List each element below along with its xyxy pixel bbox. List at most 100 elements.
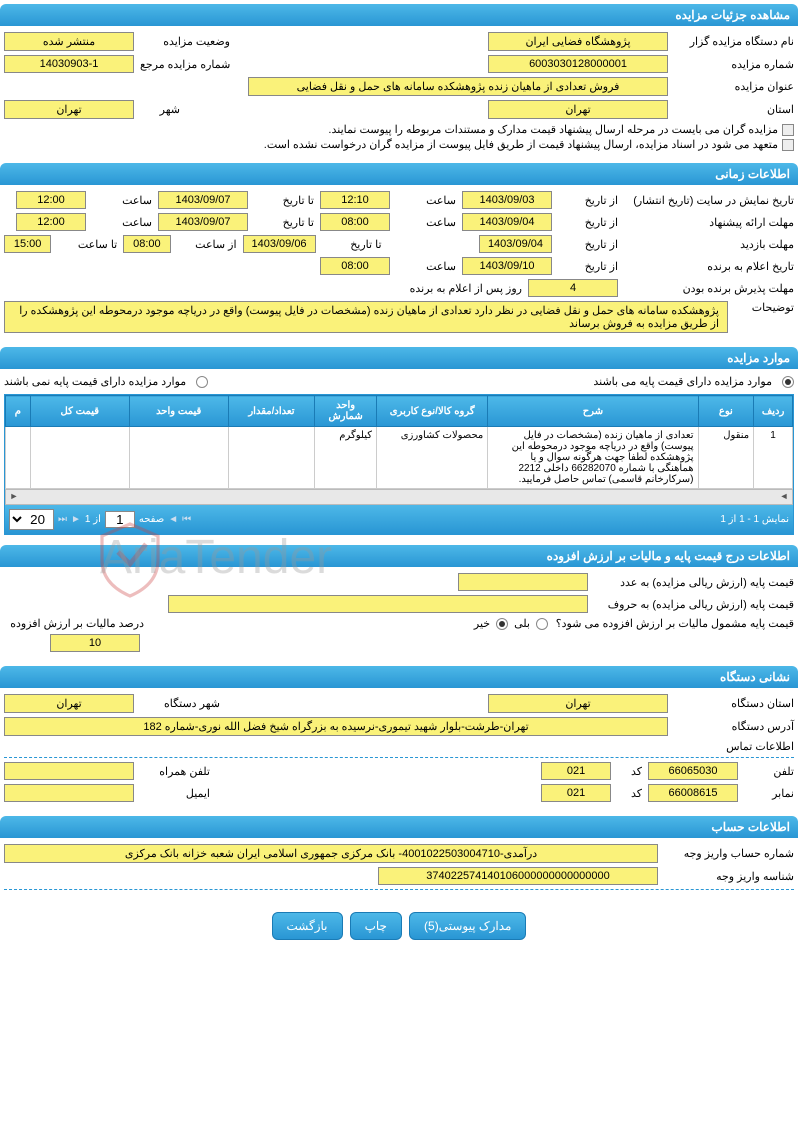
fax-value: 66008615 [648, 784, 738, 802]
pager-page-label: صفحه [139, 514, 164, 525]
section-price-header: اطلاعات درج قیمت پایه و مالیات بر ارزش ا… [0, 545, 798, 567]
publish-from: 1403/09/03 [462, 191, 552, 209]
announce-from: 1403/09/10 [462, 257, 552, 275]
announce-label: تاریخ اعلام به برنده [624, 260, 794, 273]
visit-from-time: 08:00 [123, 235, 170, 253]
section-account-header: اطلاعات حساب [0, 816, 798, 838]
acc-label: شماره حساب واریز وجه [664, 847, 794, 860]
from-label-3: از تاریخ [558, 238, 618, 251]
section-details-body: نام دستگاه مزایده گزار پژوهشگاه فضایی ای… [0, 26, 798, 159]
radio-has-label: موارد مزایده دارای قیمت پایه می باشند [593, 375, 772, 388]
check1-box[interactable] [782, 124, 794, 136]
code-label-2: کد [617, 787, 642, 800]
items-table-container: ردیف نوع شرح گروه کالا/نوع کاربری واحد ش… [4, 394, 794, 535]
winner-accept-suffix: روز پس از اعلام به برنده [410, 282, 522, 295]
scroll-right-icon[interactable]: ► [8, 491, 20, 503]
col-group: گروه کالا/نوع کاربری [377, 396, 488, 427]
check2-box[interactable] [782, 139, 794, 151]
from-label-4: از تاریخ [558, 260, 618, 273]
publish-label: تاریخ نمایش در سایت (تاریخ انتشار) [624, 194, 794, 207]
col-qty: تعداد/مقدار [228, 396, 315, 427]
addr-province-value: تهران [488, 694, 668, 713]
announce-time: 08:00 [320, 257, 390, 275]
addr-province-label: استان دستگاه [674, 697, 794, 710]
proposal-label: مهلت ارائه پیشنهاد [624, 216, 794, 229]
check1-label: مزایده گران می بایست در مرحله ارسال پیشن… [328, 123, 778, 136]
radio-no-price[interactable] [196, 376, 208, 388]
pager-first-icon[interactable]: ⏮ [182, 514, 191, 525]
cell-unit: کیلوگرم [315, 427, 377, 489]
table-scrollbar[interactable]: ◄ ► [5, 489, 793, 505]
desc-label: توضیحات [734, 301, 794, 314]
from-label-1: از تاریخ [558, 194, 618, 207]
col-unit: واحد شمارش [315, 396, 377, 427]
mobile-value [4, 762, 134, 780]
vat-q: قیمت پایه مشمول مالیات بر ارزش افزوده می… [554, 617, 794, 630]
section-time-body: تاریخ نمایش در سایت (تاریخ انتشار) از تا… [0, 185, 798, 343]
acc-value: درآمدی-4001022503004710- بانک مرکزی جمهو… [4, 844, 658, 863]
time-label-4: ساعت [92, 216, 152, 229]
city-label: شهر [140, 103, 180, 116]
phone-code: 021 [541, 762, 611, 780]
radio-has-price[interactable] [782, 376, 794, 388]
radio-yes[interactable] [536, 618, 548, 630]
time-label-2: ساعت [92, 194, 152, 207]
base-num-label: قیمت پایه (ارزش ریالی مزایده) به عدد [594, 576, 794, 589]
org-value: پژوهشگاه فضایی ایران [488, 32, 668, 51]
status-value: منتشر شده [4, 32, 134, 51]
phone-label: تلفن [744, 765, 794, 778]
proposal-from: 1403/09/04 [462, 213, 552, 231]
contact-label: اطلاعات تماس [674, 740, 794, 753]
publish-to: 1403/09/07 [158, 191, 248, 209]
ref-value: 14030903-1 [4, 55, 134, 73]
email-label: ایمیل [140, 787, 210, 800]
time-label-1: ساعت [396, 194, 456, 207]
radio-no-label: موارد مزایده دارای قیمت پایه نمی باشند [4, 375, 186, 388]
col-desc: شرح [488, 396, 698, 427]
cell-price [129, 427, 228, 489]
ref-label: شماره مزایده مرجع [140, 58, 230, 71]
cell-idx: 1 [754, 427, 793, 489]
base-num-value [458, 573, 588, 591]
pager-prev-icon[interactable]: ◄ [168, 514, 178, 525]
visit-to-time: 15:00 [4, 235, 51, 253]
pager-last-icon[interactable]: ⏭ [58, 514, 67, 525]
number-label: شماره مزایده [674, 58, 794, 71]
pager-next-icon[interactable]: ► [71, 514, 81, 525]
buttons-row: مدارک پیوستی(5) چاپ بازگشت [0, 900, 798, 952]
addr-city-value: تهران [4, 694, 134, 713]
time-label-3: ساعت [396, 216, 456, 229]
addr-value: تهران-طرشت-بلوار شهید تیموری-نرسیده به ب… [4, 717, 668, 736]
yes-label: بلی [514, 617, 530, 630]
col-type: نوع [698, 396, 754, 427]
section-price-body: قیمت پایه (ارزش ریالی مزایده) به عدد قیم… [0, 567, 798, 662]
check2-label: متعهد می شود در اسناد مزایده، ارسال پیشن… [264, 138, 778, 151]
no-label: خیر [474, 617, 490, 630]
org-label: نام دستگاه مزایده گزار [674, 35, 794, 48]
visit-from: 1403/09/04 [479, 235, 552, 253]
publish-to-time: 12:00 [16, 191, 86, 209]
pager-size-select[interactable]: 20 [9, 509, 54, 530]
docs-button[interactable]: مدارک پیوستی(5) [409, 912, 526, 940]
proposal-from-time: 08:00 [320, 213, 390, 231]
fax-code: 021 [541, 784, 611, 802]
col-idx: ردیف [754, 396, 793, 427]
visit-to: 1403/09/06 [243, 235, 316, 253]
back-button[interactable]: بازگشت [272, 912, 343, 940]
table-row[interactable]: 1 منقول تعدادی از ماهیان زنده (مشخصات در… [6, 427, 793, 489]
section-address-body: استان دستگاه تهران شهر دستگاه تهران آدرس… [0, 688, 798, 812]
addr-city-label: شهر دستگاه [140, 697, 220, 710]
addr-label: آدرس دستگاه [674, 720, 794, 733]
mobile-label: تلفن همراه [140, 765, 210, 778]
print-button[interactable]: چاپ [350, 912, 402, 940]
from-time-label-1: از ساعت [177, 238, 237, 251]
radio-no[interactable] [496, 618, 508, 630]
code-label-1: کد [617, 765, 642, 778]
scroll-left-icon[interactable]: ◄ [778, 491, 790, 503]
pager-of: از 1 [85, 514, 101, 525]
to-label-3: تا تاریخ [322, 238, 382, 251]
province-value: تهران [488, 100, 668, 119]
pager-page-input[interactable] [105, 511, 135, 528]
cell-total [30, 427, 129, 489]
section-address-header: نشانی دستگاه [0, 666, 798, 688]
